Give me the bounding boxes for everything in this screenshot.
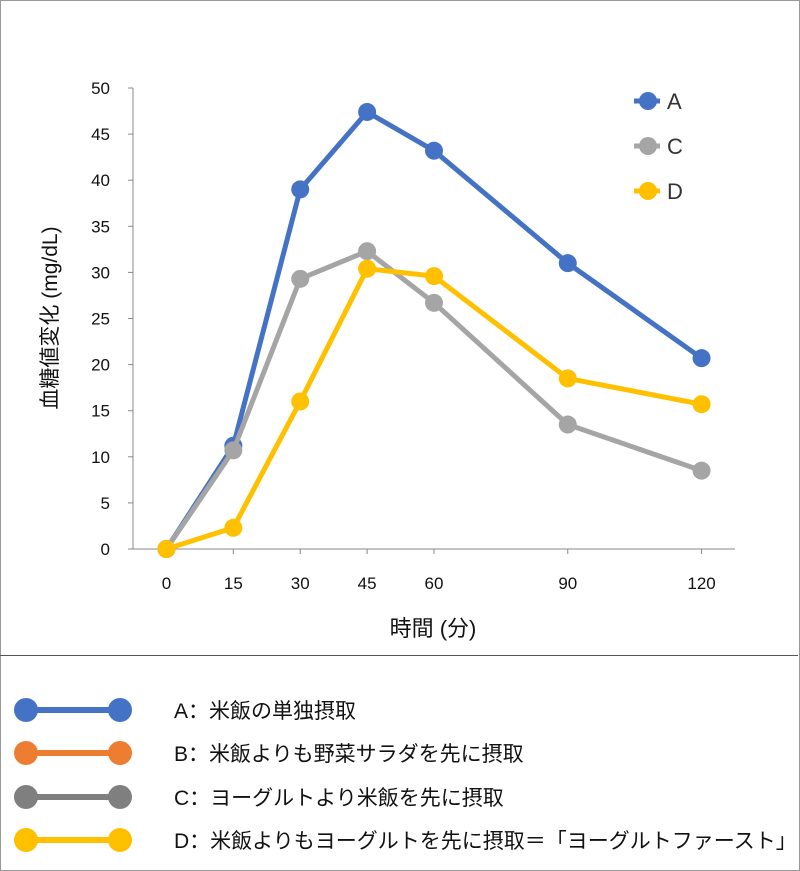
legend-item-c: C：ヨーグルトより米飯を先に摂取 [14, 777, 504, 817]
series-line-a [164, 109, 704, 551]
legend-label-c: C [667, 134, 683, 159]
data-point-c [358, 242, 377, 261]
data-point-d [358, 259, 377, 278]
legend-label-c: C：ヨーグルトより米飯を先に摂取 [174, 787, 504, 810]
data-point-a [425, 141, 443, 160]
legend-label-d: D [667, 179, 683, 204]
data-point-c [558, 415, 577, 434]
legend-swatch-c [14, 785, 132, 809]
legend-label-a: A：米飯の単独摂取 [174, 700, 357, 723]
legend-marker-a [639, 92, 657, 110]
data-point-d [558, 369, 577, 388]
x-tick-label: 30 [291, 574, 310, 593]
y-axis-title: 血糖値変化 (mg/dL) [39, 226, 62, 409]
x-tick-label: 15 [224, 574, 243, 593]
legend-label-b: B：米飯よりも野菜サラダを先に摂取 [174, 743, 524, 766]
legend-marker-d [639, 182, 657, 200]
y-tick-label: 15 [91, 402, 110, 421]
x-tick-label: 0 [162, 574, 171, 593]
chart-area [0, 655, 798, 656]
data-point-c [692, 461, 711, 480]
legend-item-b: B：米飯よりも野菜サラダを先に摂取 [14, 733, 524, 773]
data-point-d [692, 395, 711, 414]
data-point-d [224, 518, 243, 537]
legend-label-d: D：米飯よりもヨーグルトを先に摂取＝「ヨーグルトファースト」 [174, 830, 797, 853]
y-tick-label: 50 [91, 79, 110, 98]
x-tick-label: 120 [687, 574, 715, 593]
y-tick-label: 5 [101, 494, 110, 513]
data-point-c [291, 269, 310, 288]
y-tick-label: 40 [91, 171, 110, 190]
line-chart: 0 5 10 15 20 25 30 35 40 45 50 0 15 30 45 60 90 120 時間 (分)… [39, 79, 735, 641]
data-point-a [358, 102, 377, 121]
data-point-d [157, 540, 176, 558]
data-point-a [291, 180, 310, 199]
data-point-a [692, 349, 711, 368]
y-tick-label: 25 [91, 310, 110, 329]
x-tick-label: 60 [425, 574, 444, 593]
y-tick-label: 0 [101, 540, 110, 559]
x-axis-title: 時間 (分) [390, 616, 477, 641]
data-point-a [558, 254, 577, 273]
data-point-c [224, 441, 243, 460]
y-tick-label: 20 [91, 356, 110, 375]
legend-swatch-b [14, 741, 132, 765]
x-tick-label: 45 [358, 574, 377, 593]
y-tick-label: 35 [91, 217, 110, 236]
data-point-c [425, 293, 443, 312]
y-tick-label: 30 [91, 263, 110, 282]
legend-swatch-a [14, 698, 132, 722]
legend-item-a: A：米飯の単独摂取 [14, 690, 356, 730]
x-tick-label: 90 [558, 574, 577, 593]
legend-swatch-d [14, 828, 132, 852]
y-tick-label: 45 [91, 125, 110, 144]
data-point-d [291, 392, 310, 411]
data-point-d [425, 267, 443, 286]
legend-label-a: A [667, 89, 682, 114]
legend-item-d: D：米飯よりもヨーグルトを先に摂取＝「ヨーグルトファースト」 [14, 820, 797, 860]
legend-marker-c [639, 137, 657, 155]
y-tick-label: 10 [91, 448, 110, 467]
